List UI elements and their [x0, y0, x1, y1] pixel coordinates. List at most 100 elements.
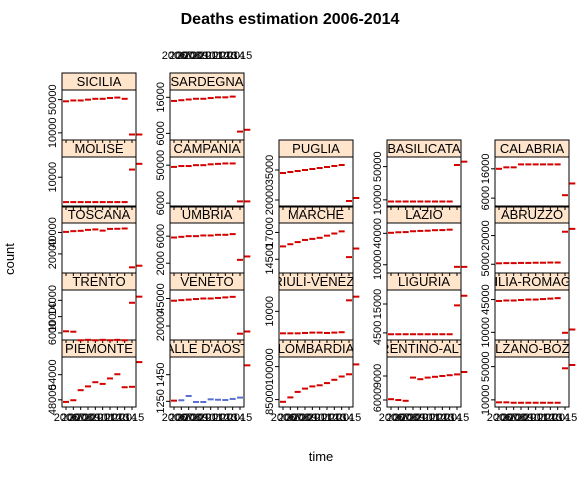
data-mark: [70, 230, 77, 233]
data-mark: [171, 99, 177, 102]
y-tick-label: 50000: [47, 84, 59, 115]
data-mark: [503, 166, 510, 169]
data-mark: [562, 331, 568, 334]
y-tick-label: 85000: [264, 384, 276, 415]
data-mark: [129, 301, 135, 304]
data-mark: [63, 230, 69, 233]
x-tick-label: 2011: [308, 412, 332, 424]
data-mark: [518, 261, 524, 264]
data-mark: [324, 331, 330, 334]
data-mark: [417, 229, 424, 232]
data-mark: [121, 227, 128, 230]
data-mark: [215, 233, 221, 236]
strip-label: SARDEGNA: [171, 74, 244, 89]
x-tick-label: 2007: [169, 412, 193, 424]
panel-sicilia: SICILIA 10000 50000: [47, 72, 143, 148]
data-mark: [388, 398, 394, 401]
strip-label: PIEMONTE: [65, 341, 133, 356]
y-tick-label: 15000: [372, 289, 384, 320]
x-tick-label: 2008: [285, 412, 309, 424]
data-mark: [547, 163, 554, 166]
x-tick-label: 2007: [494, 412, 518, 424]
data-mark: [353, 295, 360, 298]
data-mark: [532, 261, 539, 264]
strip-label: LOMBARDIA: [278, 341, 355, 356]
data-mark: [92, 228, 99, 231]
data-mark: [185, 235, 192, 238]
data-mark: [432, 375, 438, 378]
data-mark: [77, 389, 84, 392]
data-mark: [518, 163, 524, 166]
data-mark: [200, 97, 207, 100]
panel-campania: CAMPANIA 6000 50000: [155, 139, 251, 215]
x-tick-label: 2015: [120, 412, 144, 424]
data-mark: [309, 168, 316, 170]
y-tick-label: 45000: [480, 284, 492, 315]
data-mark: [569, 328, 576, 331]
data-mark: [324, 234, 330, 237]
data-mark: [532, 298, 539, 301]
x-tick-label: 2009: [184, 50, 208, 62]
x-tick-label: 2010: [191, 412, 215, 424]
data-mark: [287, 332, 294, 335]
panel-frame: [386, 356, 462, 408]
data-mark: [129, 385, 135, 388]
x-tick-label: 2012: [315, 412, 339, 424]
data-mark: [222, 296, 229, 299]
panel-bolzano-bozen: BOLZANO-BOZEN100005000020062007200820092…: [480, 339, 577, 424]
data-mark: [280, 332, 286, 335]
data-mark: [554, 261, 561, 264]
data-mark: [439, 375, 446, 377]
y-tick-label: 10000: [47, 301, 59, 332]
data-mark: [338, 164, 345, 166]
data-mark: [346, 299, 352, 302]
data-mark: [353, 363, 360, 366]
data-mark: [229, 162, 236, 165]
panel-frame: [61, 222, 137, 274]
data-mark: [446, 228, 453, 231]
strip-label: TOSCANA: [68, 207, 131, 222]
data-mark: [309, 385, 316, 388]
data-mark: [388, 333, 394, 336]
data-mark: [92, 97, 99, 100]
strip-label: TRENTO: [72, 274, 125, 289]
x-tick-label: 2012: [531, 412, 555, 424]
strip-label: TRENTINO-ALTO: [372, 341, 476, 356]
x-tick-label: 2015: [228, 412, 252, 424]
data-mark: [525, 401, 532, 404]
data-mark: [200, 164, 207, 167]
y-tick-label: 50000: [372, 151, 384, 182]
data-mark: [424, 333, 431, 336]
strip-label: VALLE D'AOSTA: [158, 341, 256, 356]
data-mark: [395, 399, 402, 401]
x-tick-label: 2008: [501, 412, 525, 424]
y-tick-label: 54000: [47, 359, 59, 390]
y-tick-label: 1450: [155, 362, 167, 386]
data-mark: [193, 97, 199, 100]
data-mark: [503, 262, 510, 265]
strip-label: CAMPANIA: [174, 141, 241, 156]
data-mark: [432, 200, 438, 203]
panel-trentino-alto: TRENTINO-ALTO600090002006200720082009201…: [372, 339, 476, 424]
data-mark: [222, 233, 229, 236]
data-mark: [85, 201, 91, 204]
data-mark: [569, 363, 576, 366]
data-mark: [70, 99, 77, 102]
data-mark: [99, 338, 106, 341]
data-mark: [77, 339, 84, 342]
data-mark: [439, 229, 446, 232]
data-mark: [207, 234, 214, 237]
data-mark: [540, 298, 546, 301]
y-tick-label: 6000: [155, 191, 167, 215]
data-mark: [200, 234, 207, 237]
data-mark: [287, 243, 294, 246]
y-tick-label: 20000: [264, 185, 276, 216]
strip-label: EMILIA-ROMAGNA: [475, 274, 585, 289]
data-mark: [63, 201, 69, 204]
y-axis-label: count: [2, 243, 17, 275]
panel-basilicata: BASILICATA 10000 50000: [372, 139, 468, 215]
data-mark: [229, 295, 236, 298]
data-mark: [518, 401, 524, 404]
